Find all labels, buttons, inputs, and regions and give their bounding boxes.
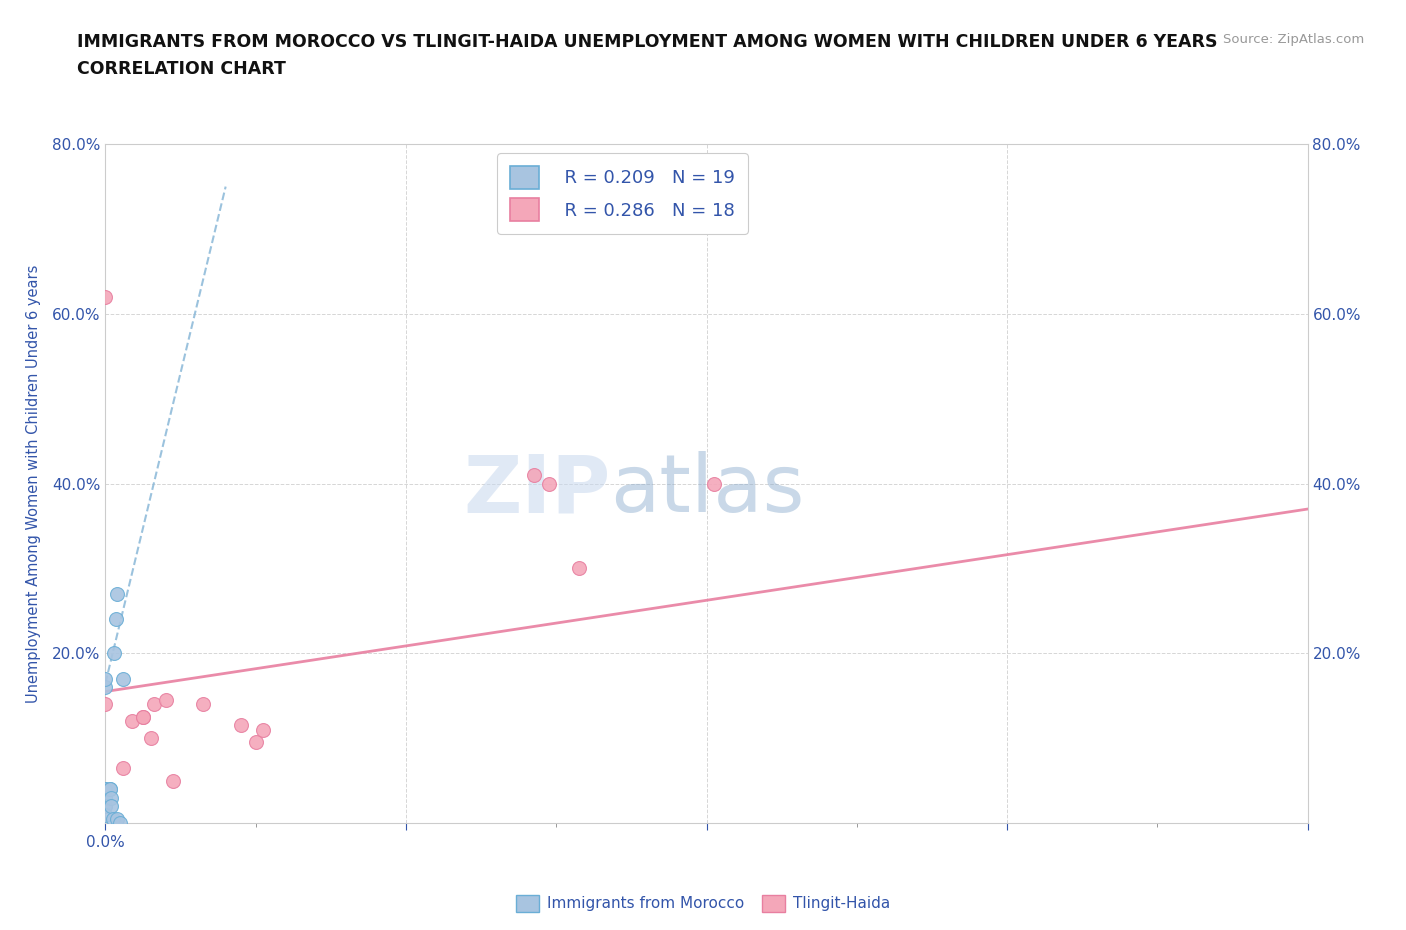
Point <box>94 671 117 686</box>
Point <box>568 561 591 576</box>
Point <box>100 790 122 805</box>
Point <box>100 799 122 814</box>
Point <box>94 799 117 814</box>
Point <box>94 790 117 805</box>
Text: Source: ZipAtlas.com: Source: ZipAtlas.com <box>1223 33 1364 46</box>
Point <box>107 587 129 602</box>
Point <box>155 693 177 708</box>
Text: IMMIGRANTS FROM MOROCCO VS TLINGIT-HAIDA UNEMPLOYMENT AMONG WOMEN WITH CHILDREN : IMMIGRANTS FROM MOROCCO VS TLINGIT-HAIDA… <box>77 33 1218 50</box>
Point <box>104 612 127 627</box>
Point <box>162 773 184 788</box>
Point <box>112 761 135 776</box>
Point <box>94 799 117 814</box>
Point <box>229 718 252 733</box>
Point <box>98 781 121 796</box>
Y-axis label: Unemployment Among Women with Children Under 6 years: Unemployment Among Women with Children U… <box>25 264 41 703</box>
Point <box>94 781 117 796</box>
Point <box>98 781 121 796</box>
Point <box>94 697 117 711</box>
Point <box>523 468 546 483</box>
Point <box>142 697 165 711</box>
Point <box>537 476 560 491</box>
Point <box>107 811 129 826</box>
Point <box>132 710 155 724</box>
Point <box>191 697 214 711</box>
Text: ZIP: ZIP <box>463 451 610 529</box>
Point <box>245 735 267 750</box>
Point <box>121 714 143 729</box>
Point <box>94 781 117 796</box>
Point <box>703 476 725 491</box>
Text: CORRELATION CHART: CORRELATION CHART <box>77 60 287 78</box>
Legend: Immigrants from Morocco, Tlingit-Haida: Immigrants from Morocco, Tlingit-Haida <box>510 889 896 918</box>
Point <box>139 731 162 746</box>
Point <box>252 723 274 737</box>
Point <box>101 811 124 826</box>
Text: atlas: atlas <box>610 451 804 529</box>
Legend:   R = 0.209   N = 19,   R = 0.286   N = 18: R = 0.209 N = 19, R = 0.286 N = 18 <box>498 153 748 233</box>
Point <box>94 289 117 304</box>
Point <box>103 646 125 661</box>
Point <box>94 680 117 695</box>
Point <box>110 816 132 830</box>
Point <box>112 671 135 686</box>
Point <box>132 710 155 724</box>
Point <box>94 807 117 822</box>
